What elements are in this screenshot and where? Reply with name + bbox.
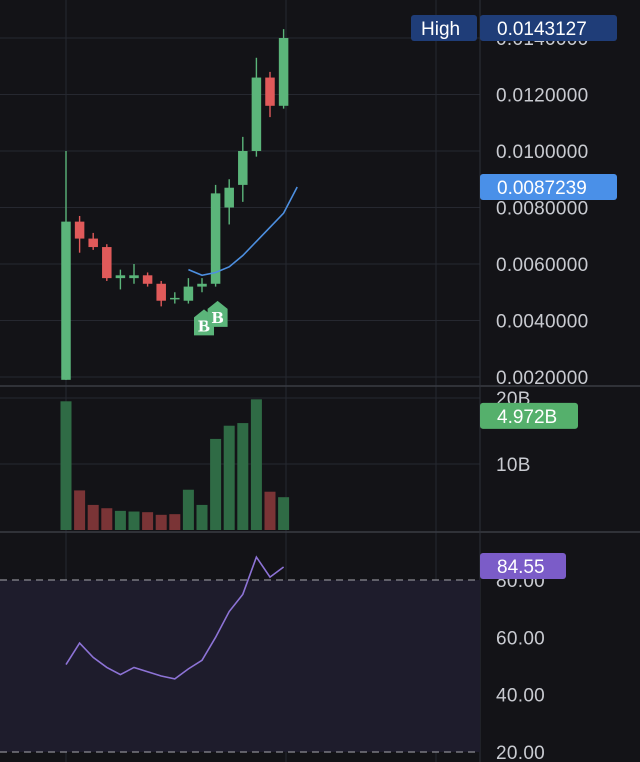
volume-bar[interactable] xyxy=(142,512,154,530)
candle[interactable] xyxy=(251,57,262,157)
candle-body xyxy=(183,286,194,301)
buy-marker-label: B xyxy=(198,317,211,335)
last-price-tag-text: 0.0087239 xyxy=(497,178,587,199)
candle[interactable] xyxy=(183,278,194,304)
price-tick-label: 0.0080000 xyxy=(496,199,589,220)
candle[interactable] xyxy=(238,136,248,202)
ma-polyline xyxy=(188,186,298,277)
volume-bar[interactable] xyxy=(87,504,99,530)
candle-body xyxy=(61,221,71,380)
price-tick-label: 0.0060000 xyxy=(496,255,589,276)
rsi-line xyxy=(65,555,285,680)
volume-bar[interactable] xyxy=(169,514,181,530)
rsi-tick-label: 20.00 xyxy=(496,743,545,762)
buy-marker[interactable]: B xyxy=(207,300,228,327)
candle-body xyxy=(278,38,289,106)
volume-bar[interactable] xyxy=(101,508,113,530)
volume-last-tag-text: 4.972B xyxy=(497,407,557,428)
candle-body xyxy=(224,187,234,208)
price-tick-label: 0.0020000 xyxy=(496,368,589,389)
volume-bar[interactable] xyxy=(250,399,262,530)
candle-body xyxy=(238,151,248,185)
moving-average-line xyxy=(188,186,298,277)
volume-bar[interactable] xyxy=(237,423,249,530)
high-value-tag: 0.0143127 xyxy=(480,15,617,41)
candle-body xyxy=(265,77,275,106)
candle-body xyxy=(170,297,180,300)
high-label-tag-bg xyxy=(411,15,477,41)
candle-body xyxy=(88,238,98,248)
candle[interactable] xyxy=(210,184,221,287)
candle-body xyxy=(210,193,221,284)
candle[interactable] xyxy=(265,71,275,118)
price-tick-label: 0.0100000 xyxy=(496,142,589,163)
candle[interactable] xyxy=(278,29,289,109)
candle-body xyxy=(197,283,207,287)
candle-body xyxy=(115,275,126,279)
last-price-tag: 0.0087239 xyxy=(480,174,617,201)
volume-bar[interactable] xyxy=(74,490,86,530)
volume-bars[interactable] xyxy=(60,399,290,530)
volume-bar[interactable] xyxy=(155,514,167,530)
volume-bar[interactable] xyxy=(210,438,222,530)
high-label-tag-text: High xyxy=(421,19,460,40)
high-label-tag: High xyxy=(411,15,477,41)
volume-bar[interactable] xyxy=(128,511,140,530)
volume-bar[interactable] xyxy=(278,497,290,530)
candle-body xyxy=(142,275,153,284)
candle-body xyxy=(102,247,112,279)
candle[interactable] xyxy=(142,272,153,287)
candle-body xyxy=(129,275,139,279)
rsi-tick-label: 40.00 xyxy=(496,686,545,707)
price-tick-label: 0.0040000 xyxy=(496,312,589,333)
buy-marker-shape xyxy=(207,300,228,327)
candle[interactable] xyxy=(88,232,98,250)
value-tags: High 0.0143127 0.0087239 4.972B 84.55 xyxy=(411,15,617,579)
candle-body xyxy=(156,283,166,301)
rsi-tick-label: 60.00 xyxy=(496,628,545,649)
price-tick-label: 0.0120000 xyxy=(496,86,589,107)
candle[interactable] xyxy=(129,264,139,284)
candle[interactable] xyxy=(115,269,126,290)
volume-bar[interactable] xyxy=(114,510,126,530)
candle[interactable] xyxy=(156,280,166,307)
candle[interactable] xyxy=(170,292,180,304)
candle-body xyxy=(251,77,262,151)
volume-last-tag-bg xyxy=(480,402,578,429)
candle[interactable] xyxy=(61,151,71,380)
volume-bar[interactable] xyxy=(264,491,276,530)
price-candles[interactable] xyxy=(61,29,289,380)
candle[interactable] xyxy=(224,179,234,225)
candle[interactable] xyxy=(102,244,112,281)
volume-bar[interactable] xyxy=(60,401,72,530)
candle[interactable] xyxy=(197,278,207,293)
rsi-band-fill xyxy=(0,580,480,752)
last-price-tag-bg xyxy=(480,174,617,201)
high-value-tag-bg xyxy=(480,15,617,41)
price-axis: 0.01400000.01200000.01000000.00800000.00… xyxy=(496,29,589,762)
rsi-last-tag-text: 84.55 xyxy=(497,557,545,578)
volume-last-tag: 4.972B xyxy=(480,402,578,429)
rsi-last-tag-bg xyxy=(480,552,566,579)
rsi-band xyxy=(0,579,480,753)
volume-bar[interactable] xyxy=(223,425,235,530)
volume-tick-label: 10B xyxy=(496,455,531,476)
candle-body xyxy=(74,221,85,239)
high-value-tag-text: 0.0143127 xyxy=(497,19,587,40)
volume-bar[interactable] xyxy=(182,489,194,530)
volume-bar[interactable] xyxy=(196,504,208,530)
rsi-last-tag: 84.55 xyxy=(480,552,566,579)
rsi-polyline xyxy=(65,555,285,680)
buy-marker-label: B xyxy=(211,309,224,327)
candle[interactable] xyxy=(74,215,85,253)
